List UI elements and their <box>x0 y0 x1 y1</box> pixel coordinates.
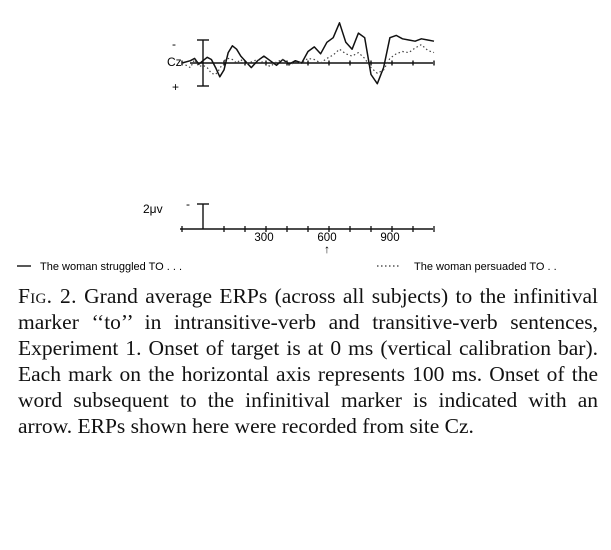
scale-panel: 2μv - 300 600 900 ↑ <box>143 197 435 256</box>
caption-label: Fig. 2. <box>18 284 77 308</box>
minus-polarity-label: - <box>172 37 176 51</box>
erp-trace-struggled <box>181 22 435 85</box>
calibration-label: 2μv <box>143 202 163 216</box>
legend-item-persuaded: The woman persuaded TO . . <box>414 261 557 273</box>
calibration-minus: - <box>186 197 190 211</box>
time-axis-ticks <box>181 226 435 232</box>
erp-trace-persuaded <box>181 44 435 76</box>
erp-figure: Cz - + 2μv - 300 600 900 ↑ The woman str… <box>17 22 557 273</box>
tick-label-300: 300 <box>254 232 273 244</box>
plus-polarity-label: + <box>172 80 179 94</box>
figure-caption: Fig. 2. Grand average ERPs (across all s… <box>18 283 598 439</box>
caption-text: Grand average ERPs (across all subjects)… <box>18 284 599 438</box>
erp-traces <box>181 22 435 85</box>
electrode-label: Cz <box>167 55 182 69</box>
tick-label-600: 600 <box>317 232 336 244</box>
erp-panel: Cz - + <box>167 22 435 94</box>
tick-label-900: 900 <box>380 232 399 244</box>
onset-arrow: ↑ <box>324 244 330 256</box>
legend-item-struggled: The woman struggled TO . . . <box>40 261 182 273</box>
legend: The woman struggled TO . . . The woman p… <box>17 261 557 273</box>
